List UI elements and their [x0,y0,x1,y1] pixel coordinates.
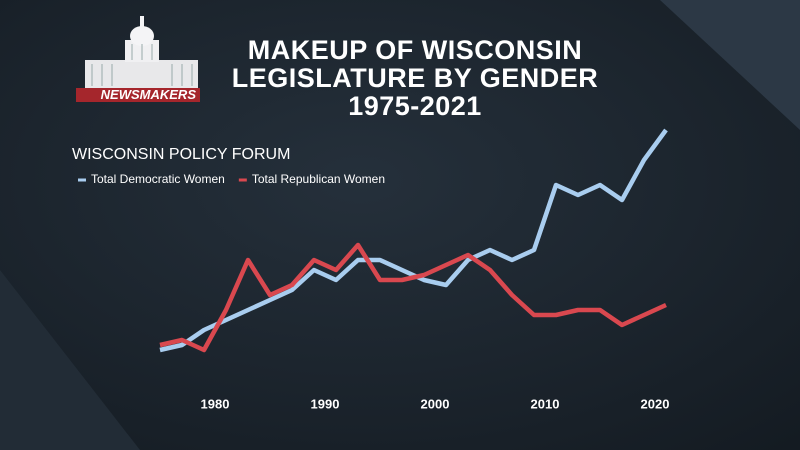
chart-title: LEGISLATURE BY GENDER [232,63,599,93]
x-tick-label: 2020 [641,396,670,411]
x-tick-label: 2010 [531,396,560,411]
legend-label: Total Republican Women [252,172,385,186]
series-line [159,242,667,353]
corner-shape [0,270,140,450]
legend-label: Total Democratic Women [91,172,225,186]
x-tick-label: 1990 [311,396,340,411]
logo-text: NEWSMAKERS [101,87,197,102]
chart-subtitle: WISCONSIN POLICY FORUM [72,146,290,163]
corner-shape [660,0,800,130]
chart-title: MAKEUP OF WISCONSIN [248,35,583,65]
x-tick-label: 2000 [421,396,450,411]
series-line [159,128,668,353]
logo: NEWSMAKERS [76,16,200,102]
x-tick-label: 1980 [201,396,230,411]
chart-title: 1975-2021 [348,91,482,121]
